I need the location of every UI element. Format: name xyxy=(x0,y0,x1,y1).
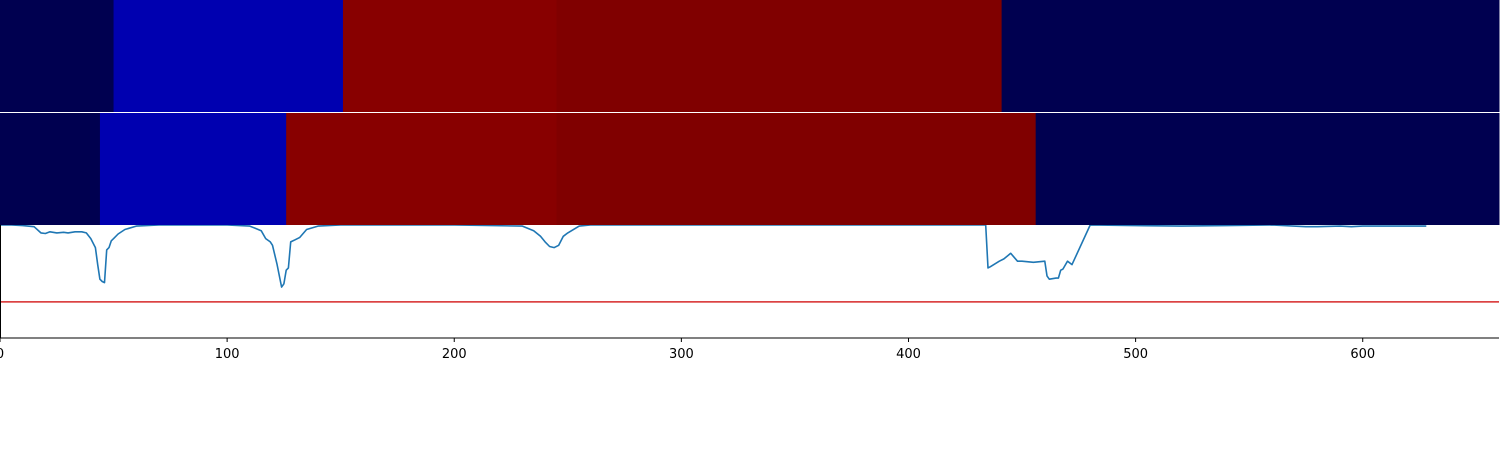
x-tick-label: 500 xyxy=(1123,347,1148,362)
x-tick-label: 100 xyxy=(215,347,240,362)
track-1-segment-0 xyxy=(0,113,101,225)
track-0-segment-1 xyxy=(113,0,344,112)
track-0-segment-2 xyxy=(342,0,557,112)
x-tick-label: 200 xyxy=(442,347,467,362)
track-1-segment-2 xyxy=(286,113,557,225)
track-1-segment-4 xyxy=(1035,113,1500,225)
track-0-segment-0 xyxy=(0,0,115,112)
track-0-segment-3 xyxy=(556,0,1003,112)
x-tick-label: 0 xyxy=(0,347,4,362)
track-0-segment-4 xyxy=(1001,0,1500,112)
x-tick-label: 600 xyxy=(1350,347,1375,362)
x-tick-label: 400 xyxy=(896,347,921,362)
x-tick-label: 300 xyxy=(669,347,694,362)
track-1-segment-3 xyxy=(556,113,1037,225)
segment-tracks xyxy=(0,0,1500,225)
x-axis: 0 100 200 300 400 500 600 xyxy=(0,225,1499,362)
track-1-segment-1 xyxy=(99,113,287,225)
